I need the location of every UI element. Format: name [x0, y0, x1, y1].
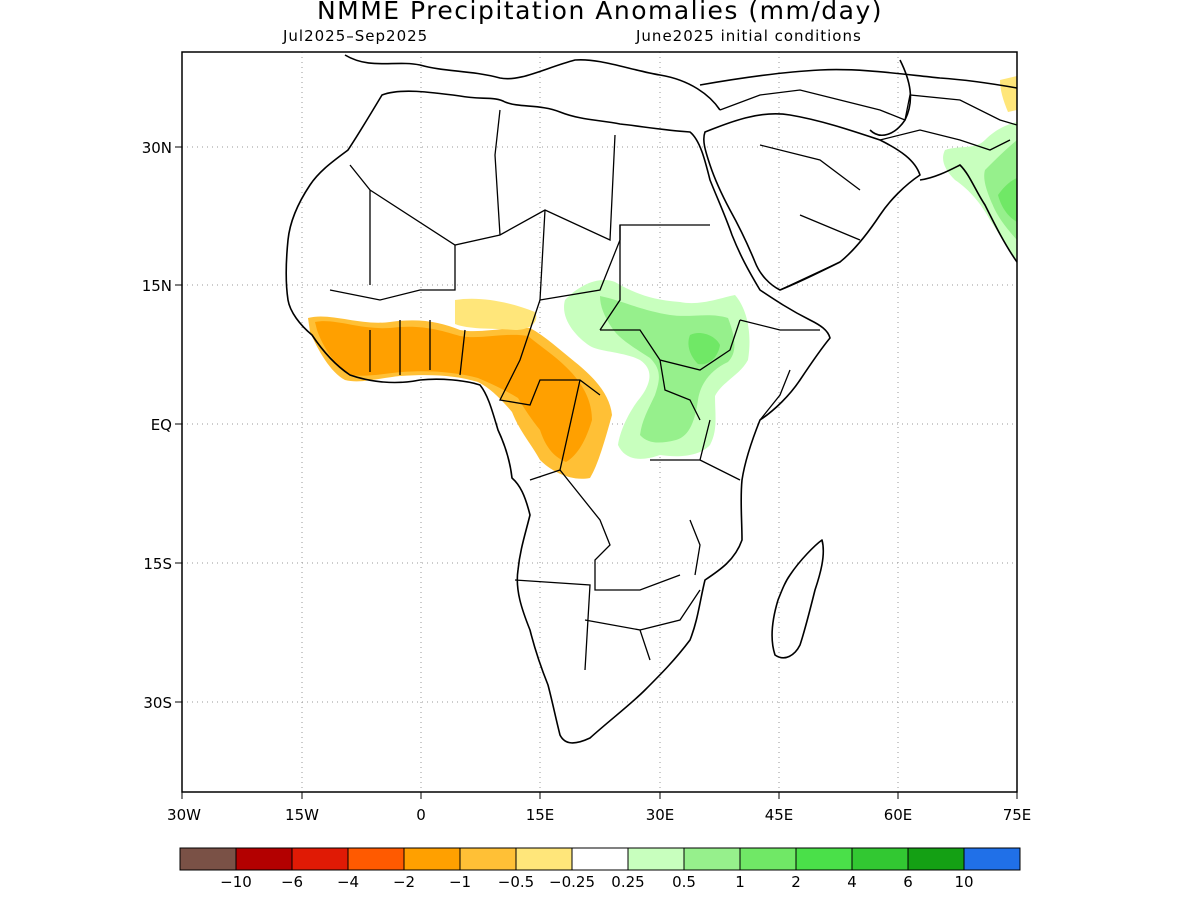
mediterranean-east	[699, 68, 1018, 89]
map-title: NMME Precipitation Anomalies (mm/day)	[316, 0, 884, 25]
legend-swatch	[459, 847, 517, 871]
madagascar-coastline	[771, 539, 825, 659]
negative-anomaly-areas	[308, 76, 1017, 479]
lat-label: EQ	[151, 416, 172, 434]
legend-swatch	[851, 847, 909, 871]
legend-label: −1	[449, 873, 471, 891]
legend-swatch	[347, 847, 405, 871]
africa-coastline	[285, 90, 831, 744]
legend-label: −6	[281, 873, 303, 891]
legend-swatch	[963, 847, 1021, 871]
lat-label: 15S	[143, 555, 172, 573]
himalaya-deficit	[1000, 76, 1017, 112]
india-light-surplus	[943, 122, 1017, 260]
lon-label: 60E	[884, 806, 913, 824]
legend-label: 6	[903, 873, 913, 891]
lon-label: 0	[416, 806, 426, 824]
west-africa-moderate-deficit	[315, 321, 592, 462]
lon-label: 30W	[167, 806, 201, 824]
legend-label: 0.5	[672, 873, 696, 891]
lon-label: 45E	[765, 806, 794, 824]
india-coastline	[919, 164, 1018, 263]
legend-swatch	[907, 847, 965, 871]
country-borders	[329, 89, 1018, 671]
legend-swatch	[179, 847, 237, 871]
lon-label: 15W	[285, 806, 319, 824]
legend-swatch	[515, 847, 573, 871]
lat-label: 30S	[143, 694, 172, 712]
legend-label: 4	[847, 873, 857, 891]
legend-swatch	[683, 847, 741, 871]
color-legend: −10 −6 −4 −2 −1 −0.5 −0.25 0.25 0.5 1 2 4 6 10	[179, 847, 1021, 891]
mauritania-coast-light-deficit	[455, 298, 537, 330]
legend-label: −0.25	[549, 873, 595, 891]
europe-coastline	[344, 54, 721, 111]
legend-swatch	[235, 847, 293, 871]
coastlines	[285, 54, 1018, 744]
map-frame	[181, 51, 1018, 793]
legend-swatch	[739, 847, 797, 871]
legend-swatch	[403, 847, 461, 871]
legend-swatch	[571, 847, 629, 871]
lon-label: 30E	[646, 806, 675, 824]
lon-label: 15E	[526, 806, 555, 824]
lon-label: 75E	[1003, 806, 1032, 824]
legend-swatch	[795, 847, 853, 871]
legend-label: 0.25	[611, 873, 644, 891]
legend-swatch	[291, 847, 349, 871]
legend-label: −10	[220, 873, 252, 891]
latitude-labels: 30N 15N EQ 15S 30S	[142, 139, 172, 712]
legend-label: 10	[954, 873, 973, 891]
valid-period: Jul2025–Sep2025	[283, 27, 429, 45]
legend-label: 2	[791, 873, 801, 891]
axis-ticks	[175, 146, 1018, 799]
india-strong-surplus	[998, 178, 1017, 222]
sudan-ethiopia-surplus	[600, 296, 735, 443]
legend-label: 1	[735, 873, 745, 891]
legend-swatch	[627, 847, 685, 871]
ethiopia-strong-surplus	[688, 333, 720, 365]
lat-label: 30N	[142, 139, 172, 157]
positive-anomaly-areas	[564, 122, 1017, 459]
initial-conditions: June2025 initial conditions	[636, 27, 862, 45]
arabia-coastline	[703, 113, 921, 291]
legend-label: −0.5	[498, 873, 534, 891]
legend-label: −2	[393, 873, 415, 891]
longitude-labels: 30W 15W 0 15E 30E 45E 60E 75E	[167, 806, 1031, 824]
lat-label: 15N	[142, 277, 172, 295]
legend-label: −4	[337, 873, 359, 891]
